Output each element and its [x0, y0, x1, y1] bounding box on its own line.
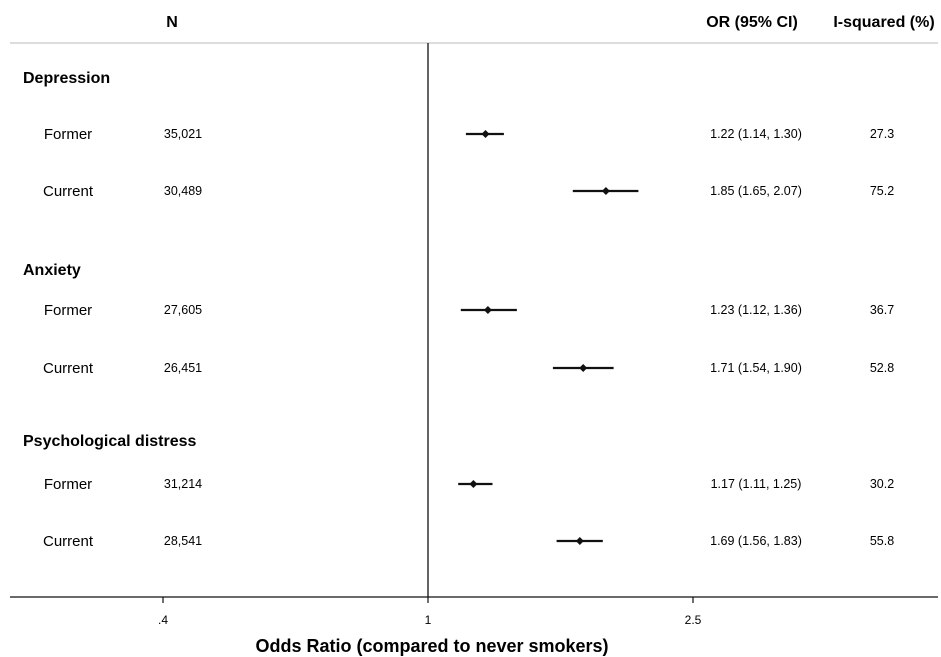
or-ci-value: 1.71 (1.54, 1.90): [710, 361, 802, 375]
row-label: Former: [44, 126, 92, 143]
point-estimate: [579, 364, 588, 372]
i-squared-value: 36.7: [870, 303, 894, 317]
x-ticks: .4 1 2.5: [158, 597, 702, 627]
or-ci-value: 1.17 (1.11, 1.25): [711, 477, 802, 491]
or-column-header: OR (95% CI): [706, 14, 798, 31]
n-value: 35,021: [164, 127, 202, 141]
row-label: Former: [44, 302, 92, 319]
n-value: 31,214: [164, 477, 202, 491]
row-label: Current: [43, 533, 94, 550]
or-ci-value: 1.85 (1.65, 2.07): [710, 184, 802, 198]
point-estimate: [575, 537, 584, 545]
i-squared-value: 52.8: [870, 361, 894, 375]
row-label: Current: [43, 183, 94, 200]
group-label: Psychological distress: [23, 433, 197, 450]
point-estimate: [483, 306, 492, 314]
x-tick-label: .4: [158, 613, 168, 627]
i-squared-value: 30.2: [870, 477, 894, 491]
i-squared-value: 75.2: [870, 184, 894, 198]
or-ci-value: 1.22 (1.14, 1.30): [710, 127, 802, 141]
rows-layer: Depression Former 35,021 1.22 (1.14, 1.30) 2…: [23, 70, 894, 550]
point-estimate: [601, 187, 610, 195]
x-tick-label: 1: [425, 613, 432, 627]
n-value: 26,451: [164, 361, 202, 375]
or-ci-value: 1.23 (1.12, 1.36): [710, 303, 802, 317]
x-tick-label: 2.5: [685, 613, 702, 627]
n-value: 27,605: [164, 303, 202, 317]
point-estimate: [469, 480, 478, 488]
point-estimate: [481, 130, 490, 138]
row-label: Current: [43, 360, 94, 377]
n-column-header: N: [166, 14, 178, 31]
i-squared-value: 27.3: [870, 127, 894, 141]
row-label: Former: [44, 476, 92, 493]
x-axis-label: Odds Ratio (compared to never smokers): [255, 636, 608, 656]
n-value: 30,489: [164, 184, 202, 198]
i2-column-header: I-squared (%): [833, 14, 934, 31]
group-label: Depression: [23, 70, 110, 87]
group-label: Anxiety: [23, 262, 81, 279]
i-squared-value: 55.8: [870, 534, 894, 548]
or-ci-value: 1.69 (1.56, 1.83): [710, 534, 802, 548]
n-value: 28,541: [164, 534, 202, 548]
